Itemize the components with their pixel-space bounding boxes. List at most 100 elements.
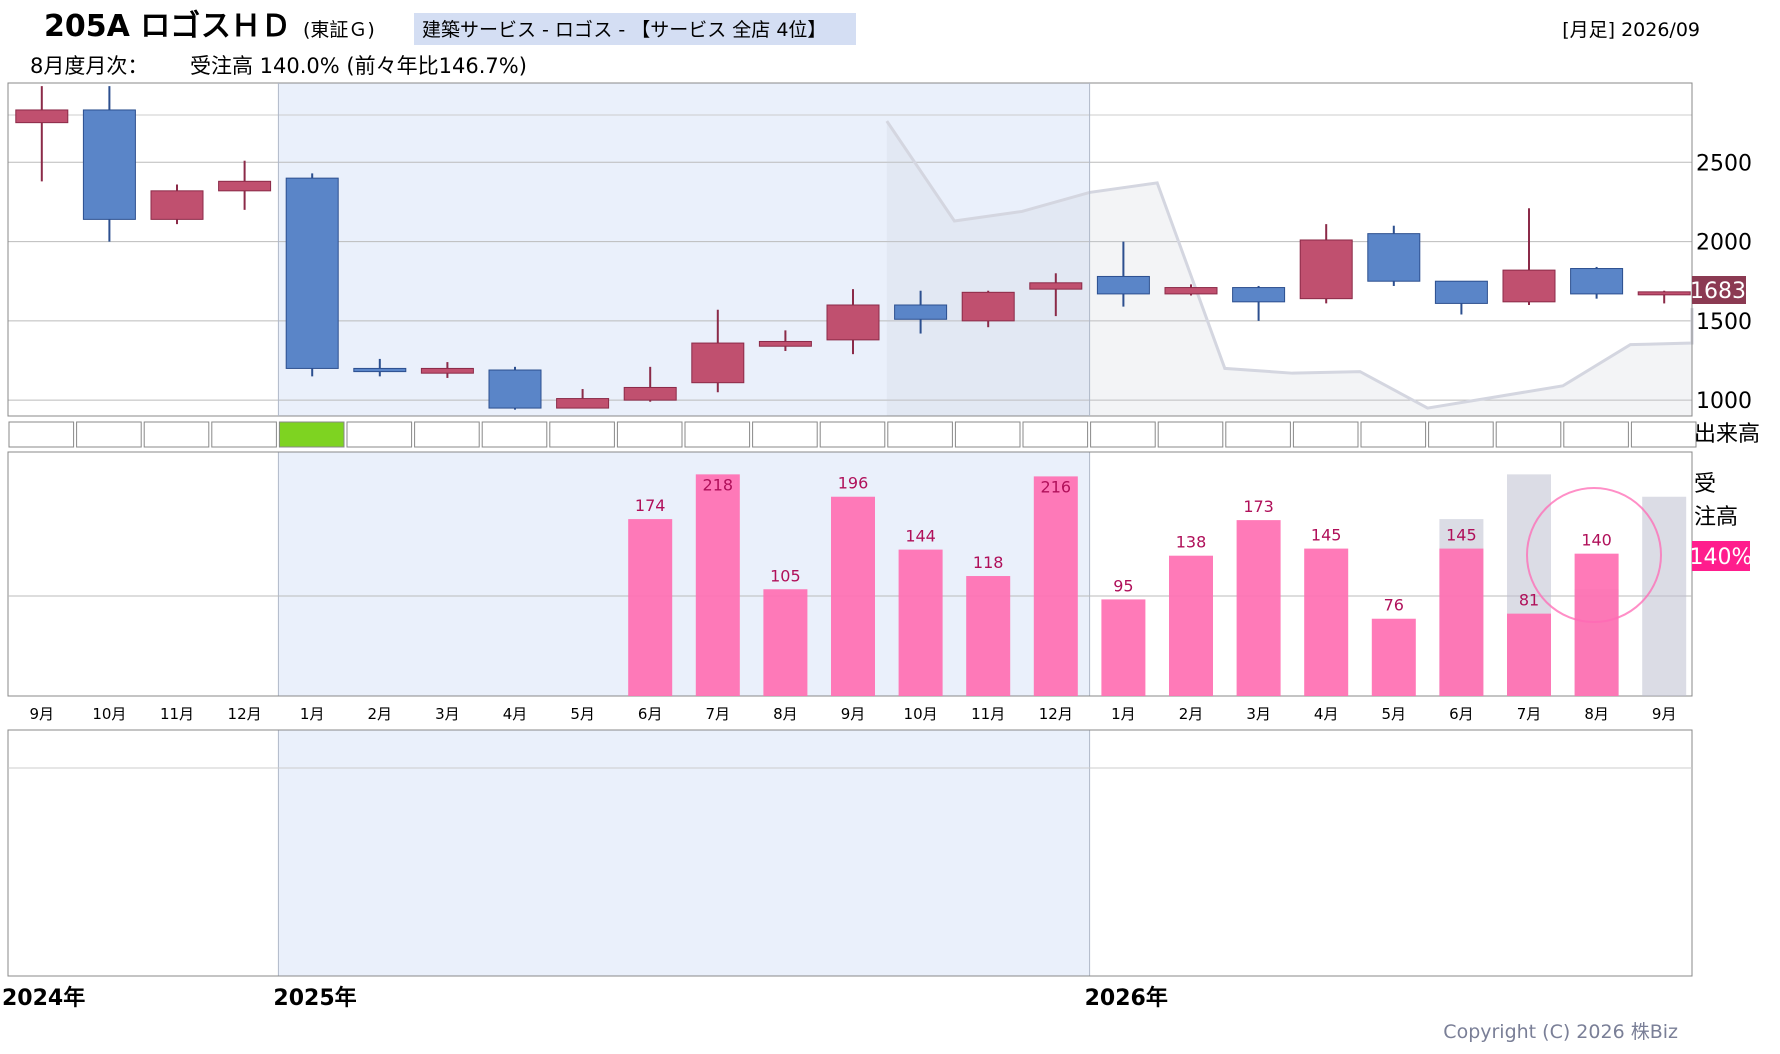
orders-value-label: 173 xyxy=(1243,497,1274,516)
orders-current-tag-bg xyxy=(1692,541,1750,571)
volume-cell xyxy=(684,421,751,448)
month-label: 12月 xyxy=(1039,705,1073,723)
orders-value-label: 216 xyxy=(1041,477,1072,496)
orders-bar xyxy=(695,474,740,696)
month-label: 4月 xyxy=(503,705,528,723)
candle-body xyxy=(826,304,880,341)
candle-body xyxy=(556,398,610,409)
month-label: 3月 xyxy=(435,705,460,723)
candles xyxy=(15,86,1691,410)
month-axis: 9月 10月 11月 12月 1月 2月 3月 4月 5月 6月 7月 8月 9月 10月 11月 12月 1月… xyxy=(30,705,1677,723)
candle-body xyxy=(691,342,745,384)
volume-row xyxy=(8,421,1697,448)
year-2025-shade-orders xyxy=(278,452,1090,696)
month-label: 6月 xyxy=(1449,705,1474,723)
orders-bar xyxy=(966,576,1011,696)
orders-bar xyxy=(1169,555,1213,696)
orders-label-line1: 受 xyxy=(1694,472,1716,497)
candle-body xyxy=(1637,291,1691,296)
month-label: 5月 xyxy=(570,705,595,723)
current-price-value: 1683 xyxy=(1690,279,1746,304)
volume-cell xyxy=(143,421,210,448)
orders-bar xyxy=(831,496,875,696)
orders-value-label: 138 xyxy=(1176,533,1207,552)
orders-value-label: 140 xyxy=(1581,531,1612,550)
month-label: 8月 xyxy=(1584,705,1609,723)
volume-cell xyxy=(1292,421,1359,448)
candle-body xyxy=(623,386,677,401)
candle-body xyxy=(1570,268,1624,295)
orders-bar xyxy=(1236,520,1281,696)
volume-cell xyxy=(1563,421,1629,448)
orders-value-label: 218 xyxy=(703,475,734,494)
candle-body xyxy=(82,109,136,220)
orders-bars: 174 218 105 196 144 118 216 95 138 173 145 76 145 81 1… xyxy=(628,474,1619,696)
volume-cell xyxy=(1428,421,1494,448)
orders-value-label: 144 xyxy=(905,527,936,546)
price-tick-label: 1500 xyxy=(1696,310,1752,335)
highlight-circle xyxy=(1526,487,1662,623)
orders-bar xyxy=(628,519,673,696)
month-label: 3月 xyxy=(1246,705,1271,723)
volume-cell xyxy=(752,421,818,448)
orders-bar xyxy=(1439,548,1484,696)
orders-prior-bar xyxy=(1642,496,1687,696)
volume-cell xyxy=(1225,421,1291,448)
orders-label-line2: 注高 xyxy=(1694,505,1738,530)
copyright: Copyright (C) 2026 株Biz xyxy=(1443,1021,1678,1043)
orders-bar xyxy=(1033,476,1078,696)
candle-body xyxy=(15,109,69,124)
volume-cell xyxy=(1630,421,1697,448)
candle-body xyxy=(1434,280,1488,304)
month-label: 7月 xyxy=(1517,705,1542,723)
volume-cell xyxy=(549,421,615,448)
year-label: 2025年 xyxy=(273,985,356,1011)
volume-cell xyxy=(616,421,683,448)
orders-bar xyxy=(898,549,943,696)
orders-value-label: 145 xyxy=(1446,526,1477,545)
month-label: 8月 xyxy=(773,705,798,723)
year-dividers xyxy=(277,83,1091,976)
volume-cell xyxy=(76,421,142,448)
previous-price-line xyxy=(885,120,1694,410)
period-label: [月足] 2026/09 xyxy=(1562,19,1700,41)
month-label: 1月 xyxy=(1111,705,1136,723)
volume-cell xyxy=(887,421,953,448)
sector-label: 建築サービス - ロゴス - 【サービス 全店 4位】 xyxy=(422,19,826,41)
volume-cell xyxy=(1495,421,1562,448)
month-label: 1月 xyxy=(300,705,325,723)
current-price-tag: 1683 xyxy=(1690,276,1746,304)
orders-value-label: 81 xyxy=(1519,591,1539,610)
price-tick-label: 2000 xyxy=(1696,231,1752,256)
year-2025-shade-lower xyxy=(278,730,1090,976)
month-label: 11月 xyxy=(971,705,1005,723)
price-axis: 1000 1500 2000 2500 xyxy=(1696,151,1752,414)
volume-cell xyxy=(1022,421,1089,448)
month-label: 9月 xyxy=(1652,705,1677,723)
orders-current-value: 140% xyxy=(1690,545,1753,570)
orders-bar xyxy=(1507,613,1551,696)
orders-bar xyxy=(763,589,808,696)
month-label: 2月 xyxy=(1179,705,1204,723)
orders-value-label: 105 xyxy=(770,566,801,585)
orders-value-label: 76 xyxy=(1384,596,1404,615)
month-label: 6月 xyxy=(638,705,663,723)
volume-cell xyxy=(954,421,1021,448)
candle-body xyxy=(1299,239,1353,300)
orders-value-label: 95 xyxy=(1113,576,1133,595)
candle-body xyxy=(1232,287,1286,303)
stock-code-name: 205A ロゴスＨＤ xyxy=(44,9,291,44)
candle-body xyxy=(488,369,542,409)
orders-bar xyxy=(1101,599,1146,696)
candle-body xyxy=(420,367,474,374)
candle-body xyxy=(1164,287,1218,295)
lower-panel xyxy=(7,729,1693,977)
candle-body xyxy=(894,304,948,320)
market-label: (東証Ｇ) xyxy=(303,19,375,41)
volume-cell xyxy=(1360,421,1427,448)
month-label: 9月 xyxy=(30,705,55,723)
year-axis: 2024年 2025年 2026年 xyxy=(2,985,1168,1011)
monthly-label: 8月度月次： xyxy=(30,54,148,78)
month-label: 4月 xyxy=(1314,705,1339,723)
volume-cell xyxy=(819,421,886,448)
